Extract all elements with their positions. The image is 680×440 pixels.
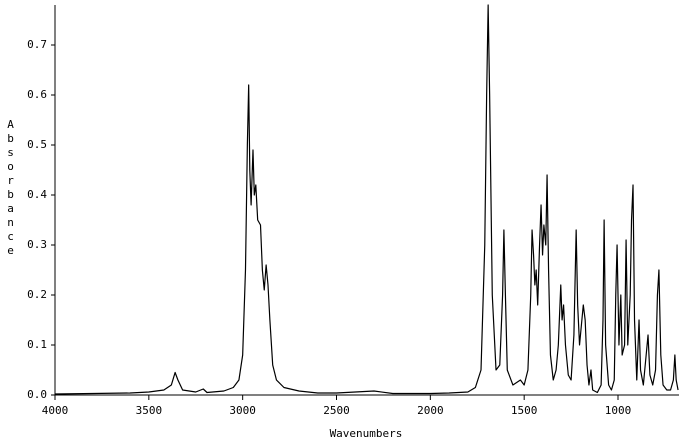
x-tick-label: 3500 bbox=[136, 404, 163, 417]
y-axis-label: Absorbance bbox=[4, 118, 17, 258]
y-tick-label: 0.2 bbox=[27, 288, 47, 301]
y-tick-label: 0.5 bbox=[27, 138, 47, 151]
y-tick-label: 0.4 bbox=[27, 188, 47, 201]
y-tick-label: 0.1 bbox=[27, 338, 47, 351]
x-tick-label: 2000 bbox=[417, 404, 444, 417]
x-tick-label: 4000 bbox=[42, 404, 69, 417]
x-tick-label: 3000 bbox=[229, 404, 256, 417]
y-tick-label: 0.3 bbox=[27, 238, 47, 251]
y-tick-label: 0.0 bbox=[27, 388, 47, 401]
x-tick-label: 2500 bbox=[323, 404, 350, 417]
y-tick-label: 0.7 bbox=[27, 38, 47, 51]
x-tick-label: 1000 bbox=[605, 404, 632, 417]
x-tick-label: 1500 bbox=[511, 404, 538, 417]
spectrum-line bbox=[54, 4, 679, 395]
x-axis-label: Wavenumbers bbox=[330, 427, 403, 440]
y-tick-label: 0.6 bbox=[27, 88, 47, 101]
